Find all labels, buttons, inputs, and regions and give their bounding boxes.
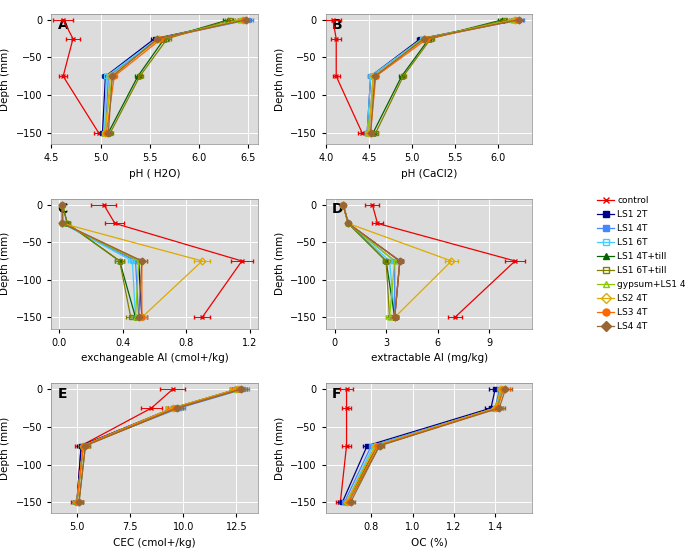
Y-axis label: Depth (mm): Depth (mm) <box>0 232 10 295</box>
Y-axis label: Depth (mm): Depth (mm) <box>275 417 285 480</box>
Text: B: B <box>332 18 342 32</box>
Y-axis label: Depth (mm): Depth (mm) <box>275 232 285 295</box>
X-axis label: extractable Al (mg/kg): extractable Al (mg/kg) <box>371 353 488 363</box>
Text: D: D <box>332 203 344 216</box>
Text: A: A <box>58 18 68 32</box>
Text: F: F <box>332 387 342 401</box>
Y-axis label: Depth (mm): Depth (mm) <box>0 47 10 110</box>
Text: E: E <box>58 387 67 401</box>
Y-axis label: Depth (mm): Depth (mm) <box>0 417 10 480</box>
Text: C: C <box>58 203 68 216</box>
X-axis label: pH (CaCl2): pH (CaCl2) <box>401 169 458 179</box>
X-axis label: pH ( H2O): pH ( H2O) <box>129 169 180 179</box>
Legend: control, LS1 2T, LS1 4T, LS1 6T, LS1 4T+till, LS1 6T+till, gypsum+LS1 4T, LS2 4T: control, LS1 2T, LS1 4T, LS1 6T, LS1 4T+… <box>594 193 685 335</box>
Y-axis label: Depth (mm): Depth (mm) <box>275 47 285 110</box>
X-axis label: OC (%): OC (%) <box>411 538 447 548</box>
X-axis label: CEC (cmol+/kg): CEC (cmol+/kg) <box>113 538 196 548</box>
X-axis label: exchangeable Al (cmol+/kg): exchangeable Al (cmol+/kg) <box>81 353 228 363</box>
